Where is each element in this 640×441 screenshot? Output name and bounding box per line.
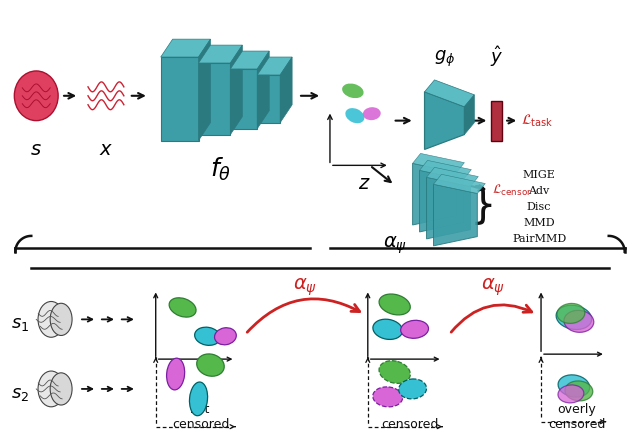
Text: censored: censored [381, 418, 438, 431]
Ellipse shape [379, 361, 410, 383]
Ellipse shape [189, 382, 207, 416]
Ellipse shape [565, 381, 593, 401]
Polygon shape [465, 95, 474, 135]
Ellipse shape [564, 310, 594, 333]
Text: MIGE: MIGE [523, 170, 556, 180]
Polygon shape [424, 92, 465, 149]
Polygon shape [198, 63, 230, 135]
Polygon shape [230, 51, 269, 69]
Text: $x$: $x$ [99, 141, 113, 158]
Polygon shape [420, 161, 471, 179]
Polygon shape [433, 174, 485, 194]
Text: $s_2$: $s_2$ [12, 385, 29, 403]
Text: Adv: Adv [529, 186, 550, 196]
Polygon shape [413, 163, 456, 225]
Ellipse shape [363, 107, 381, 120]
Polygon shape [198, 45, 243, 63]
Text: $f_\theta$: $f_\theta$ [210, 155, 231, 183]
Ellipse shape [557, 303, 585, 323]
Polygon shape [230, 69, 257, 129]
Ellipse shape [38, 371, 64, 407]
Ellipse shape [195, 327, 220, 345]
Ellipse shape [399, 379, 426, 399]
Ellipse shape [166, 358, 185, 390]
Polygon shape [280, 57, 292, 123]
Text: $\mathcal{L}_{\rm task}$: $\mathcal{L}_{\rm task}$ [521, 112, 554, 129]
Ellipse shape [558, 385, 584, 403]
Polygon shape [420, 170, 463, 232]
Text: $\hat{y}$: $\hat{y}$ [490, 44, 503, 69]
Ellipse shape [556, 305, 591, 329]
Text: $g_\phi$: $g_\phi$ [434, 49, 455, 69]
Ellipse shape [342, 83, 364, 98]
Text: overly
censored: overly censored [548, 403, 605, 431]
Ellipse shape [196, 354, 224, 376]
Ellipse shape [214, 328, 236, 345]
Ellipse shape [169, 298, 196, 317]
Polygon shape [492, 101, 502, 141]
Text: PairMMD: PairMMD [512, 234, 566, 244]
Text: $\mathcal{L}_{\rm censor}$: $\mathcal{L}_{\rm censor}$ [492, 183, 532, 198]
Polygon shape [161, 57, 198, 141]
Polygon shape [257, 51, 269, 129]
Ellipse shape [50, 373, 72, 405]
Polygon shape [424, 80, 474, 107]
Polygon shape [426, 177, 470, 239]
Polygon shape [426, 167, 478, 187]
Ellipse shape [558, 375, 589, 397]
Polygon shape [198, 39, 211, 141]
Text: $z$: $z$ [358, 175, 371, 193]
Text: $s$: $s$ [30, 141, 42, 158]
Text: $s_1$: $s_1$ [12, 315, 29, 333]
Text: $\}$: $\}$ [469, 183, 493, 227]
Polygon shape [433, 184, 477, 246]
Ellipse shape [379, 294, 410, 315]
Text: MMD: MMD [524, 218, 555, 228]
Text: $\alpha_\psi$: $\alpha_\psi$ [383, 235, 406, 256]
Polygon shape [161, 39, 211, 57]
Text: not
censored: not censored [172, 403, 229, 431]
Polygon shape [257, 75, 280, 123]
Ellipse shape [373, 319, 403, 340]
Ellipse shape [401, 320, 429, 338]
Text: Disc: Disc [527, 202, 551, 212]
Text: $\alpha_\psi$: $\alpha_\psi$ [293, 276, 317, 298]
Polygon shape [257, 57, 292, 75]
Ellipse shape [14, 71, 58, 121]
Ellipse shape [50, 303, 72, 336]
Ellipse shape [373, 387, 403, 407]
Polygon shape [413, 153, 465, 172]
Ellipse shape [38, 302, 64, 337]
Polygon shape [230, 45, 243, 135]
Text: $\alpha_\psi$: $\alpha_\psi$ [481, 276, 505, 298]
Ellipse shape [346, 108, 364, 123]
